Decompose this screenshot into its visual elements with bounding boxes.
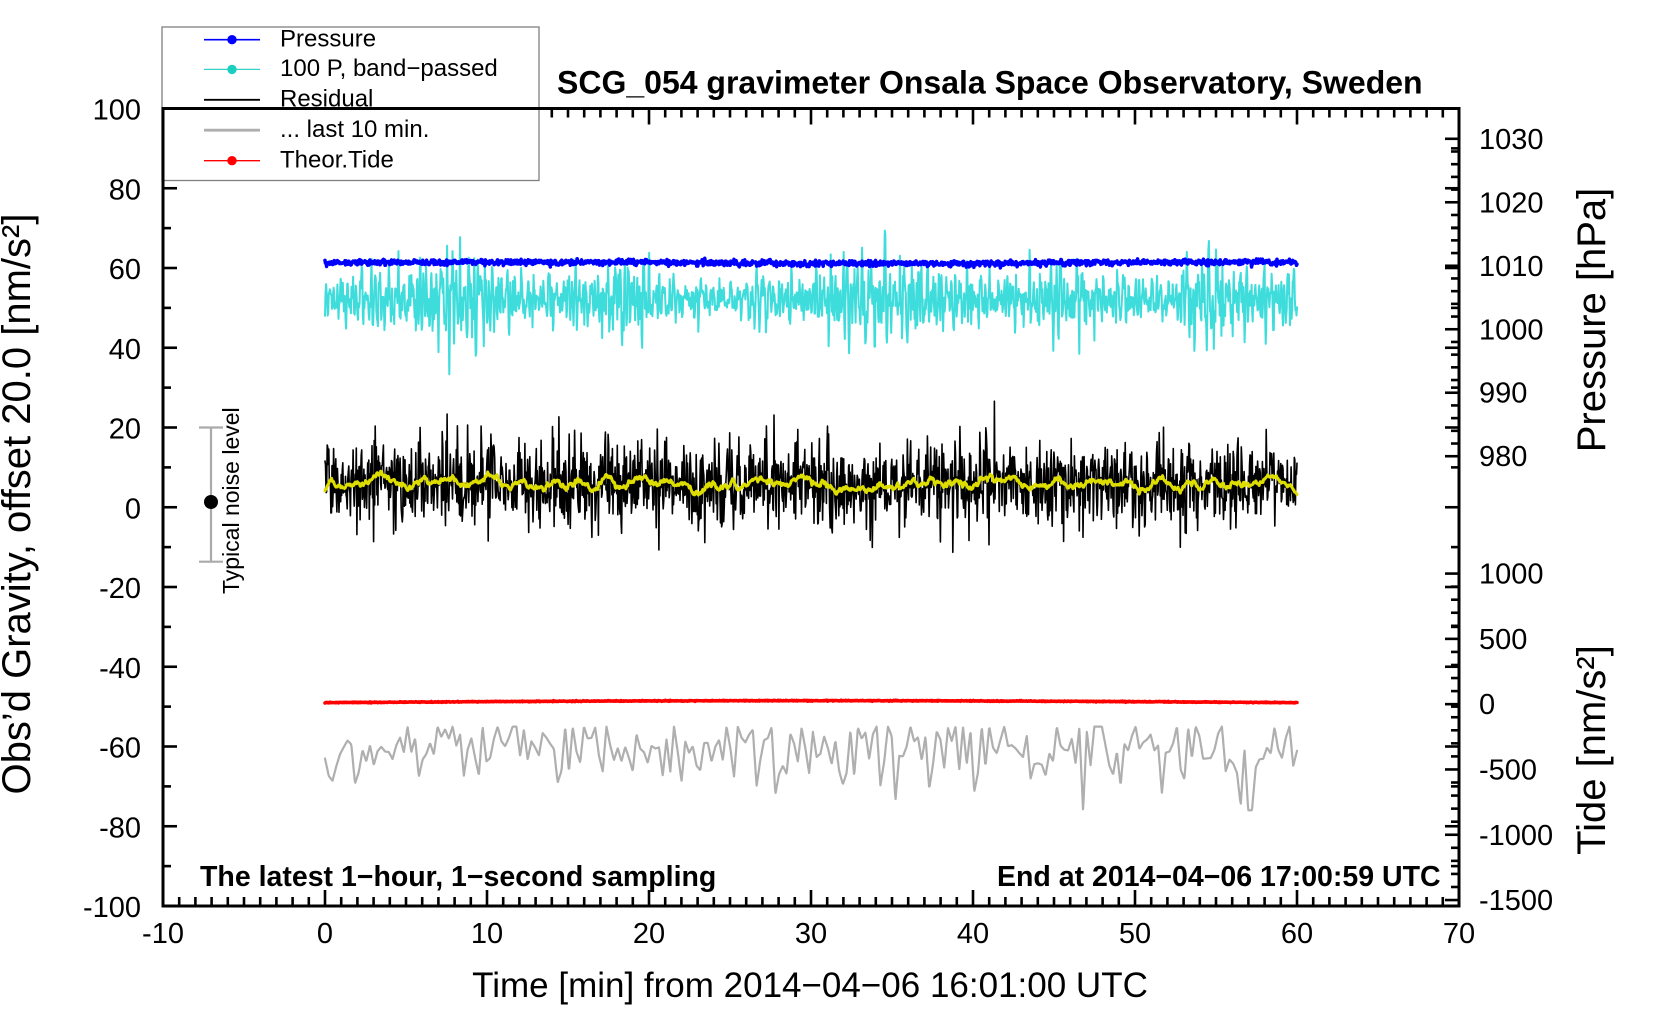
svg-text:20: 20 xyxy=(109,414,141,446)
svg-text:80: 80 xyxy=(109,174,141,206)
svg-text:SCG_054 gravimeter Onsala Spac: SCG_054 gravimeter Onsala Space Observat… xyxy=(557,65,1423,101)
svg-text:0: 0 xyxy=(125,493,141,525)
svg-text:0: 0 xyxy=(1479,689,1495,721)
svg-text:0: 0 xyxy=(317,918,333,950)
svg-text:The latest 1−hour, 1−second sa: The latest 1−hour, 1−second sampling xyxy=(200,861,716,893)
svg-text:1020: 1020 xyxy=(1479,187,1544,219)
svg-text:990: 990 xyxy=(1479,378,1527,410)
svg-text:100 P, band−passed: 100 P, band−passed xyxy=(280,55,498,82)
svg-text:60: 60 xyxy=(1281,918,1313,950)
svg-text:End at 2014−04−06 17:00:59 UTC: End at 2014−04−06 17:00:59 UTC xyxy=(997,861,1441,893)
svg-text:Theor.Tide: Theor.Tide xyxy=(280,147,394,174)
svg-text:1000: 1000 xyxy=(1479,559,1544,591)
svg-text:20: 20 xyxy=(633,918,665,950)
svg-text:-40: -40 xyxy=(99,653,141,685)
svg-text:10: 10 xyxy=(471,918,503,950)
svg-text:-1000: -1000 xyxy=(1479,820,1553,852)
svg-text:-500: -500 xyxy=(1479,754,1537,786)
svg-text:Pressure [hPa]: Pressure [hPa] xyxy=(1570,188,1614,453)
svg-text:50: 50 xyxy=(1119,918,1151,950)
svg-text:Tide [nm/s²]: Tide [nm/s²] xyxy=(1570,645,1614,855)
svg-text:70: 70 xyxy=(1443,918,1475,950)
svg-text:40: 40 xyxy=(957,918,989,950)
svg-text:60: 60 xyxy=(109,254,141,286)
svg-text:... last 10 min.: ... last 10 min. xyxy=(280,116,429,143)
svg-text:500: 500 xyxy=(1479,624,1527,656)
svg-text:100: 100 xyxy=(93,95,141,127)
svg-text:-80: -80 xyxy=(99,812,141,844)
svg-text:40: 40 xyxy=(109,334,141,366)
svg-text:Typical noise level: Typical noise level xyxy=(218,407,244,594)
svg-text:-100: -100 xyxy=(83,892,141,924)
svg-text:Obs’d Gravity, offset 20.0 [nm: Obs’d Gravity, offset 20.0 [nm/s²] xyxy=(0,214,39,795)
svg-text:1000: 1000 xyxy=(1479,314,1544,346)
svg-text:-60: -60 xyxy=(99,733,141,765)
svg-text:1030: 1030 xyxy=(1479,124,1544,156)
svg-text:-20: -20 xyxy=(99,573,141,605)
svg-text:-1500: -1500 xyxy=(1479,885,1553,917)
svg-text:30: 30 xyxy=(795,918,827,950)
svg-text:Pressure: Pressure xyxy=(280,26,376,53)
svg-text:980: 980 xyxy=(1479,441,1527,473)
svg-text:1010: 1010 xyxy=(1479,251,1544,283)
svg-text:Time [min] from 2014−04−06 16:: Time [min] from 2014−04−06 16:01:00 UTC xyxy=(472,966,1148,1005)
svg-text:-10: -10 xyxy=(142,918,184,950)
